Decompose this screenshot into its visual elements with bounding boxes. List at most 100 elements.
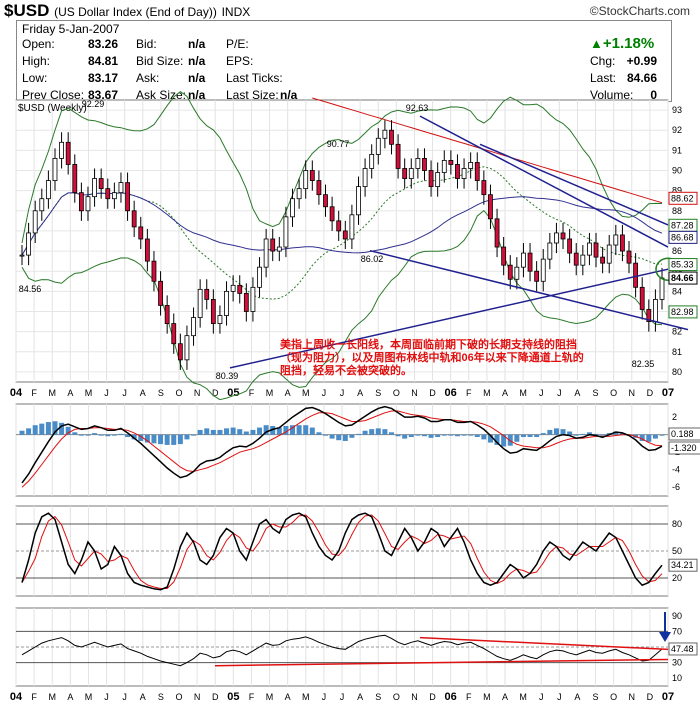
macd-histogram-bar (415, 434, 421, 436)
misc-3-value: n/a (280, 88, 298, 102)
macd-histogram-bar (98, 434, 104, 436)
x-tick-label: D (647, 388, 654, 398)
macd-histogram-bar (39, 423, 45, 435)
candle-body (184, 335, 190, 361)
x-tick-label: 07 (662, 387, 674, 399)
x-tick-label: J (539, 692, 544, 702)
candle-body (105, 188, 111, 200)
macd-histogram-bar (421, 434, 427, 437)
right-value-label: 88.62 (671, 193, 694, 203)
x-tick-label: O (393, 692, 400, 702)
x-tick-label: A (140, 692, 146, 702)
macd-histogram-bar (659, 434, 665, 436)
y-tick-label: 88 (672, 206, 682, 216)
macd-histogram-bar (527, 434, 533, 438)
candle-body (560, 232, 566, 240)
candle-body (653, 299, 658, 322)
macd-tick-label: -6 (672, 482, 680, 492)
macd-histogram-bar (553, 428, 559, 435)
candle-body (461, 168, 467, 179)
quote-open-label: Open: (22, 37, 55, 51)
candle-body (481, 180, 487, 196)
trendline-channel-lower (369, 249, 689, 331)
macd-histogram-bar (191, 434, 197, 436)
price-annotation: 92.29 (82, 99, 105, 109)
candle-body (547, 242, 553, 260)
rsi-resistance-trendline (419, 636, 669, 651)
candle-body (78, 192, 84, 212)
stoch-tick-label: 20 (672, 573, 682, 583)
macd-histogram-bar (567, 431, 573, 435)
right-value-label: 84.66 (671, 273, 694, 283)
macd-histogram-bar (171, 434, 177, 445)
quote-low-value: 83.17 (87, 71, 118, 85)
misc-1-label: EPS: (226, 54, 254, 68)
candle-body (316, 180, 322, 196)
right-value-label: 82.98 (671, 307, 694, 317)
x-tick-label: J (104, 388, 109, 398)
candle-body (646, 309, 652, 322)
macd-histogram-bar (468, 434, 474, 436)
candle-body (217, 315, 223, 324)
x-tick-label: N (411, 388, 418, 398)
candle-body (276, 246, 282, 252)
x-tick-label: J (539, 388, 544, 398)
candle-body (39, 198, 45, 212)
macd-histogram-bar (534, 434, 540, 438)
x-tick-label: F (466, 388, 472, 398)
candle-body (210, 299, 216, 324)
x-tick-label: M (483, 388, 491, 398)
candle-body (455, 164, 460, 179)
macd-histogram-bar (613, 431, 619, 435)
x-tick-label: 04 (10, 691, 23, 703)
macd-histogram-bar (382, 429, 388, 435)
macd-histogram-bar (290, 425, 296, 435)
misc-2-label: Last Ticks: (226, 71, 283, 85)
macd-histogram-bar (355, 433, 361, 435)
rsi-support-trendline (214, 658, 669, 667)
stockcharts-logo[interactable]: ©StockCharts.com (589, 4, 690, 18)
candle-body (118, 182, 124, 194)
candle-body (204, 288, 210, 300)
price-annotation: 86.02 (361, 254, 384, 264)
x-tick-label: M (266, 388, 274, 398)
misc-0-label: P/E: (226, 37, 249, 51)
candle-body (138, 226, 144, 240)
candle-body (441, 160, 447, 173)
x-tick-label: F (31, 388, 37, 398)
right-value-box (668, 271, 698, 285)
candle-body (402, 168, 408, 179)
y-tick-label: 85 (672, 266, 682, 276)
candle-body (26, 232, 31, 256)
macd-histogram-bar (593, 433, 599, 435)
x-tick-label: A (285, 692, 291, 702)
x-tick-label: M (302, 692, 310, 702)
quote-open-value: 83.26 (87, 37, 118, 51)
price-annotation: 80.39 (216, 371, 239, 381)
quote-low-label: Low: (22, 71, 48, 85)
candle-body (65, 141, 71, 165)
x-tick-label: M (85, 692, 93, 702)
candle-body (639, 286, 645, 310)
candle-body (554, 232, 559, 244)
candle-body (659, 277, 665, 300)
x-tick-label: A (67, 692, 73, 702)
candle-body (395, 143, 401, 169)
x-tick-label: J (340, 388, 345, 398)
macd-histogram-bar (26, 428, 32, 435)
x-tick-label: S (158, 692, 164, 702)
macd-histogram-bar (144, 434, 150, 443)
candle-body (415, 158, 421, 169)
x-tick-label: A (502, 388, 508, 398)
bollinger-upper (21, 90, 663, 244)
quote-header: $USD (US Dollar Index (End of Day)) INDX… (0, 0, 700, 102)
bid-3-value: n/a (188, 88, 206, 102)
x-tick-label: M (483, 692, 491, 702)
candle-body (468, 162, 474, 169)
macd-histogram-bar (243, 431, 249, 435)
candle-body (375, 137, 381, 155)
macd-histogram-bar (105, 434, 111, 437)
candle-body (527, 252, 533, 272)
right-0-label: Chg: (590, 54, 616, 68)
macd-histogram-bar (111, 434, 117, 436)
